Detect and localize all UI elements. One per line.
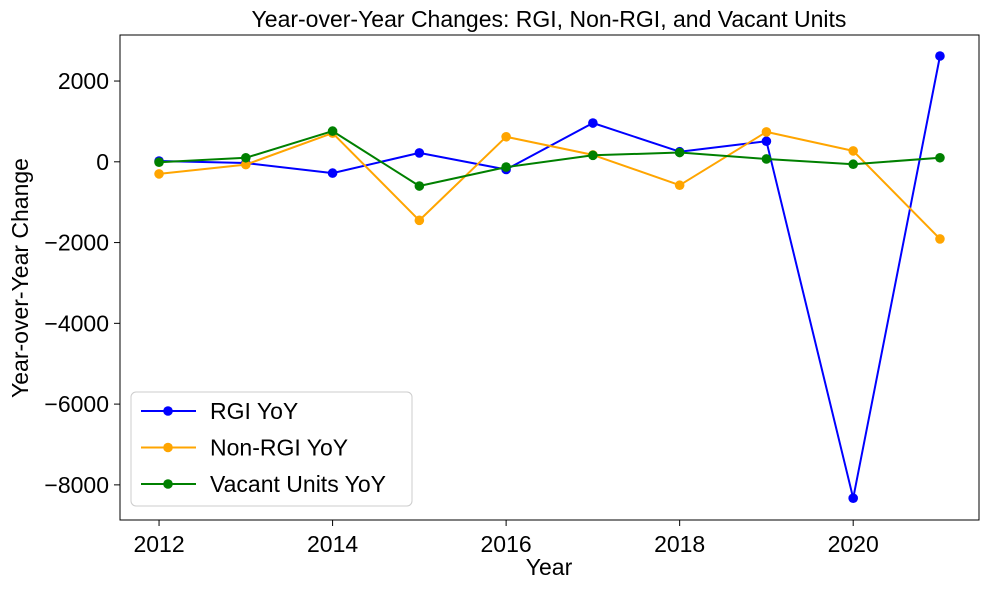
series-line-2 <box>158 130 941 187</box>
data-point <box>327 168 338 178</box>
data-point <box>935 234 945 244</box>
data-point <box>588 118 598 128</box>
y-tick-label: −4000 <box>44 310 109 336</box>
data-point <box>674 147 685 158</box>
y-axis-label: Year-over-Year Change <box>7 158 33 398</box>
plot-area <box>154 51 945 503</box>
plot-frame <box>119 34 980 521</box>
data-point <box>414 148 425 158</box>
x-tick-label: 2014 <box>307 531 358 557</box>
data-point <box>848 493 858 503</box>
legend-frame <box>130 391 413 507</box>
y-tick-label: 2000 <box>58 68 109 94</box>
y-tick-label: −2000 <box>44 230 109 256</box>
legend-label: RGI YoY <box>210 398 298 424</box>
x-axis: 2012 2014 2016 2018 2020 <box>133 520 879 557</box>
data-point <box>501 162 511 172</box>
legend-marker <box>163 479 173 489</box>
data-point <box>327 126 338 136</box>
data-point <box>414 181 425 191</box>
data-point <box>154 157 164 168</box>
legend-marker <box>163 442 173 453</box>
data-point <box>848 159 858 170</box>
data-point <box>848 146 858 156</box>
legend-label: Non-RGI YoY <box>210 435 348 461</box>
data-point <box>761 136 772 147</box>
data-point <box>241 159 251 170</box>
x-tick-label: 2016 <box>481 531 532 557</box>
x-axis-label: Year <box>526 554 573 580</box>
data-point <box>674 180 685 191</box>
x-tick-label: 2020 <box>828 531 879 557</box>
data-point <box>241 152 251 163</box>
data-point <box>761 154 772 164</box>
y-tick-label: 0 <box>96 149 109 175</box>
data-point <box>414 215 425 226</box>
data-point <box>154 169 164 179</box>
y-axis: −8000 −6000 −4000 −2000 0 2000 <box>44 68 120 498</box>
x-tick-label: 2012 <box>133 531 184 557</box>
y-tick-label: −6000 <box>44 391 109 417</box>
data-point <box>501 131 511 142</box>
x-tick-label: 2018 <box>654 531 705 557</box>
series-line-1 <box>158 130 941 240</box>
y-tick-label: −8000 <box>44 472 109 498</box>
legend: RGI YoY Non-RGI YoY Vacant Units YoY <box>130 391 413 507</box>
legend-label: Vacant Units YoY <box>210 471 386 497</box>
data-point <box>588 150 598 161</box>
data-point <box>761 127 772 137</box>
data-point <box>935 152 945 163</box>
data-point <box>935 51 945 61</box>
legend-marker <box>163 406 173 416</box>
chart-title: Year-over-Year Changes: RGI, Non-RGI, an… <box>252 6 847 32</box>
